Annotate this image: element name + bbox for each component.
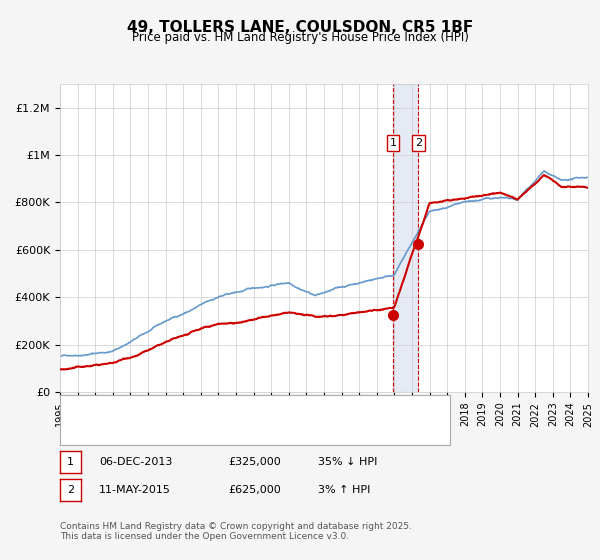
Text: 06-DEC-2013: 06-DEC-2013 (99, 457, 172, 467)
Text: 2: 2 (67, 485, 74, 495)
Text: 11-MAY-2015: 11-MAY-2015 (99, 485, 171, 495)
Text: 35% ↓ HPI: 35% ↓ HPI (318, 457, 377, 467)
Text: 49, TOLLERS LANE, COULSDON, CR5 1BF (detached house): 49, TOLLERS LANE, COULSDON, CR5 1BF (det… (103, 404, 411, 414)
Text: 1: 1 (67, 457, 74, 467)
Text: 2: 2 (415, 138, 422, 148)
Text: 49, TOLLERS LANE, COULSDON, CR5 1BF: 49, TOLLERS LANE, COULSDON, CR5 1BF (127, 20, 473, 35)
Text: Contains HM Land Registry data © Crown copyright and database right 2025.
This d: Contains HM Land Registry data © Crown c… (60, 522, 412, 542)
Text: 3% ↑ HPI: 3% ↑ HPI (318, 485, 370, 495)
Text: Price paid vs. HM Land Registry's House Price Index (HPI): Price paid vs. HM Land Registry's House … (131, 31, 469, 44)
Text: £625,000: £625,000 (228, 485, 281, 495)
Text: HPI: Average price, detached house, Croydon: HPI: Average price, detached house, Croy… (103, 426, 340, 436)
Text: £325,000: £325,000 (228, 457, 281, 467)
Text: 1: 1 (389, 138, 397, 148)
Bar (393, 84, 418, 392)
